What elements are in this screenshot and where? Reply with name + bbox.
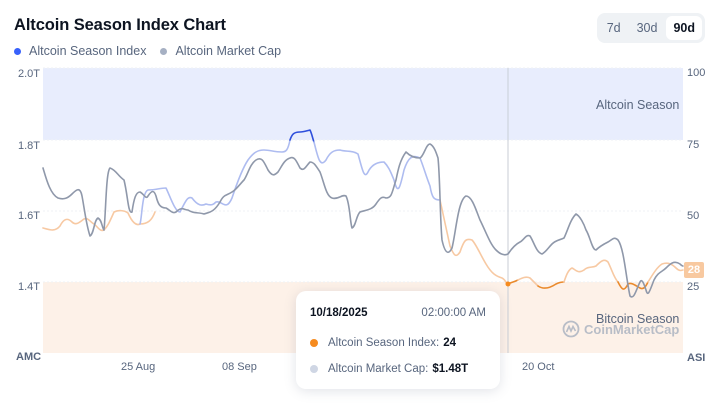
left-tick-2-0t: 2.0T [18,68,41,80]
legend: Altcoin Season Index Altcoin Market Cap [14,44,281,58]
legend-label-amc: Altcoin Market Cap [175,44,282,58]
altcoin-season-label: Altcoin Season [596,98,680,112]
range-selector: 7d 30d 90d [596,13,705,43]
legend-item-asi[interactable]: Altcoin Season Index [14,44,146,58]
asi-dot-icon [14,47,21,55]
right-tick-75: 75 [687,139,700,151]
amc-line [42,143,684,298]
altcoin-season-zone [43,68,683,140]
watermark-text: CoinMarketCap [584,321,680,337]
range-7d-button[interactable]: 7d [606,21,621,35]
x-tick-08-sep: 08 Sep [222,361,257,373]
x-tick-25-aug: 25 Aug [121,361,156,373]
chart-title: Altcoin Season Index Chart [14,16,226,34]
left-tick-1-8t: 1.8T [18,140,41,152]
left-axis-title: AMC [16,351,42,363]
current-value-badge: 28 [684,262,704,278]
tooltip-amc-dot-icon [310,365,318,373]
legend-item-amc[interactable]: Altcoin Market Cap [160,44,281,58]
right-tick-100: 100 [687,67,706,79]
hover-tooltip: 10/18/2025 02:00:00 AM Altcoin Season In… [296,291,500,389]
right-axis-title: ASI [687,352,706,364]
bitcoin-season-label: Bitcoin Season [596,312,680,326]
tooltip-time: 02:00:00 AM [421,307,486,319]
tooltip-asi-label: Altcoin Season Index: [328,337,440,349]
tooltip-asi-dot-icon [310,339,318,347]
tooltip-asi-value: 24 [443,337,457,349]
left-tick-1-4t: 1.4T [18,281,41,293]
coinmarketcap-logo-icon [562,320,580,338]
amc-dot-icon [160,47,168,55]
range-30d-button[interactable]: 30d [636,21,658,35]
legend-label-asi: Altcoin Season Index [29,44,147,58]
tooltip-date: 10/18/2025 [310,307,368,319]
right-tick-25: 25 [687,281,700,293]
tooltip-amc-value: $1.48T [432,363,469,375]
tooltip-amc-label: Altcoin Market Cap: [328,363,429,375]
x-tick-20-oct: 20 Oct [522,361,555,373]
coinmarketcap-watermark: CoinMarketCap [562,320,679,338]
hover-point-marker [505,281,511,287]
asi-line [42,129,684,290]
left-tick-1-6t: 1.6T [18,210,41,222]
range-90d-button[interactable]: 90d [666,16,702,40]
right-tick-50: 50 [687,210,700,222]
